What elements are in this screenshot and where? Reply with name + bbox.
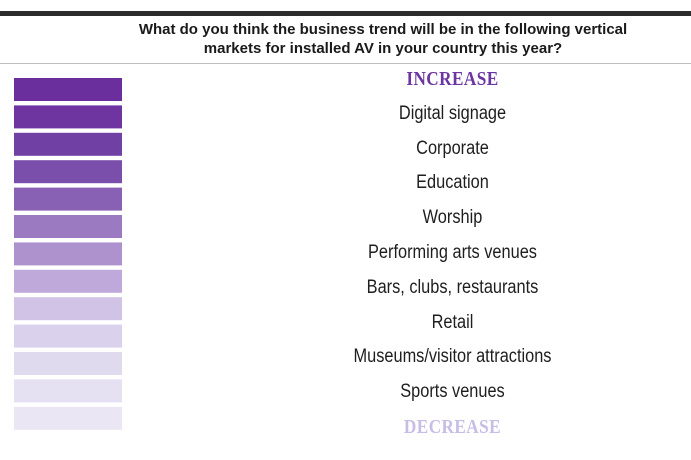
category-label-digital-signage: Digital signage — [398, 102, 507, 124]
header-bottom-rule — [0, 63, 691, 64]
scale-block-12 — [14, 379, 122, 403]
chart-title: What do you think the business trend wil… — [138, 21, 628, 57]
scale-block-10 — [14, 324, 122, 348]
category-label-worship: Worship — [422, 207, 483, 229]
scale-block-9 — [14, 297, 122, 321]
scale-block-11 — [14, 352, 122, 375]
category-label-corporate: Corporate — [416, 137, 489, 159]
scale-top-label: INCREASE — [406, 68, 499, 90]
scale-block-5 — [14, 187, 122, 211]
category-label-sports-venues: Sports venues — [400, 381, 505, 403]
category-label-bars-clubs-restaurants: Bars, clubs, restaurants — [366, 276, 539, 298]
scale-block-13 — [14, 406, 122, 430]
scale-bottom-label: DECREASE — [403, 416, 502, 438]
scale-block-1 — [14, 78, 122, 101]
category-label-education: Education — [416, 172, 489, 194]
category-label-retail: Retail — [431, 311, 474, 333]
scale-block-8 — [14, 269, 122, 293]
header-top-rule — [0, 11, 691, 16]
scale-block-6 — [14, 215, 122, 238]
scale-block-4 — [14, 160, 122, 184]
scale-block-7 — [14, 242, 122, 266]
scale-block-2 — [14, 105, 122, 129]
market-list: INCREASE Digital signage Corporate Educa… — [300, 0, 605, 460]
scale-block-3 — [14, 132, 122, 156]
category-label-museums-visitor-attractions: Museums/visitor attractions — [353, 346, 552, 368]
category-label-performing-arts-venues: Performing arts venues — [368, 242, 537, 263]
